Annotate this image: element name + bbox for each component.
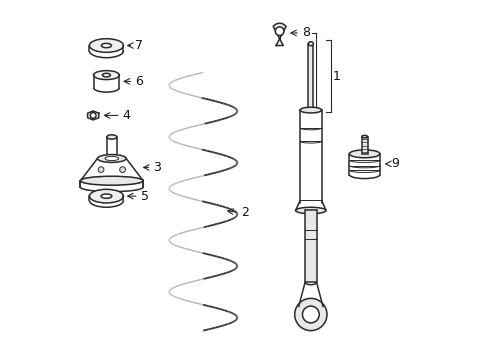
Circle shape	[120, 167, 125, 172]
Ellipse shape	[106, 135, 117, 139]
Ellipse shape	[101, 43, 111, 48]
Ellipse shape	[349, 150, 379, 158]
Ellipse shape	[89, 189, 123, 203]
Circle shape	[90, 113, 96, 118]
Text: 7: 7	[135, 39, 143, 52]
Bar	[361, 136, 367, 154]
Text: 1: 1	[332, 69, 340, 82]
Ellipse shape	[308, 42, 313, 46]
Ellipse shape	[93, 71, 119, 80]
Text: 5: 5	[140, 190, 148, 203]
Bar	[305, 211, 316, 282]
Ellipse shape	[101, 194, 112, 198]
Polygon shape	[273, 23, 285, 45]
Text: 6: 6	[135, 75, 142, 88]
Text: 3: 3	[153, 161, 161, 174]
Text: 9: 9	[391, 157, 399, 170]
Bar	[308, 44, 313, 110]
Circle shape	[294, 298, 326, 330]
Ellipse shape	[361, 135, 367, 138]
Ellipse shape	[295, 207, 325, 214]
Ellipse shape	[80, 176, 143, 185]
Ellipse shape	[97, 154, 126, 162]
Text: 4: 4	[122, 109, 130, 122]
Polygon shape	[87, 111, 99, 120]
Circle shape	[98, 167, 104, 172]
Circle shape	[302, 306, 319, 323]
Circle shape	[275, 27, 284, 36]
Text: 8: 8	[301, 27, 309, 40]
Ellipse shape	[105, 156, 119, 161]
Text: 2: 2	[241, 206, 248, 219]
Ellipse shape	[300, 107, 321, 113]
Ellipse shape	[89, 39, 123, 52]
Ellipse shape	[102, 73, 110, 77]
